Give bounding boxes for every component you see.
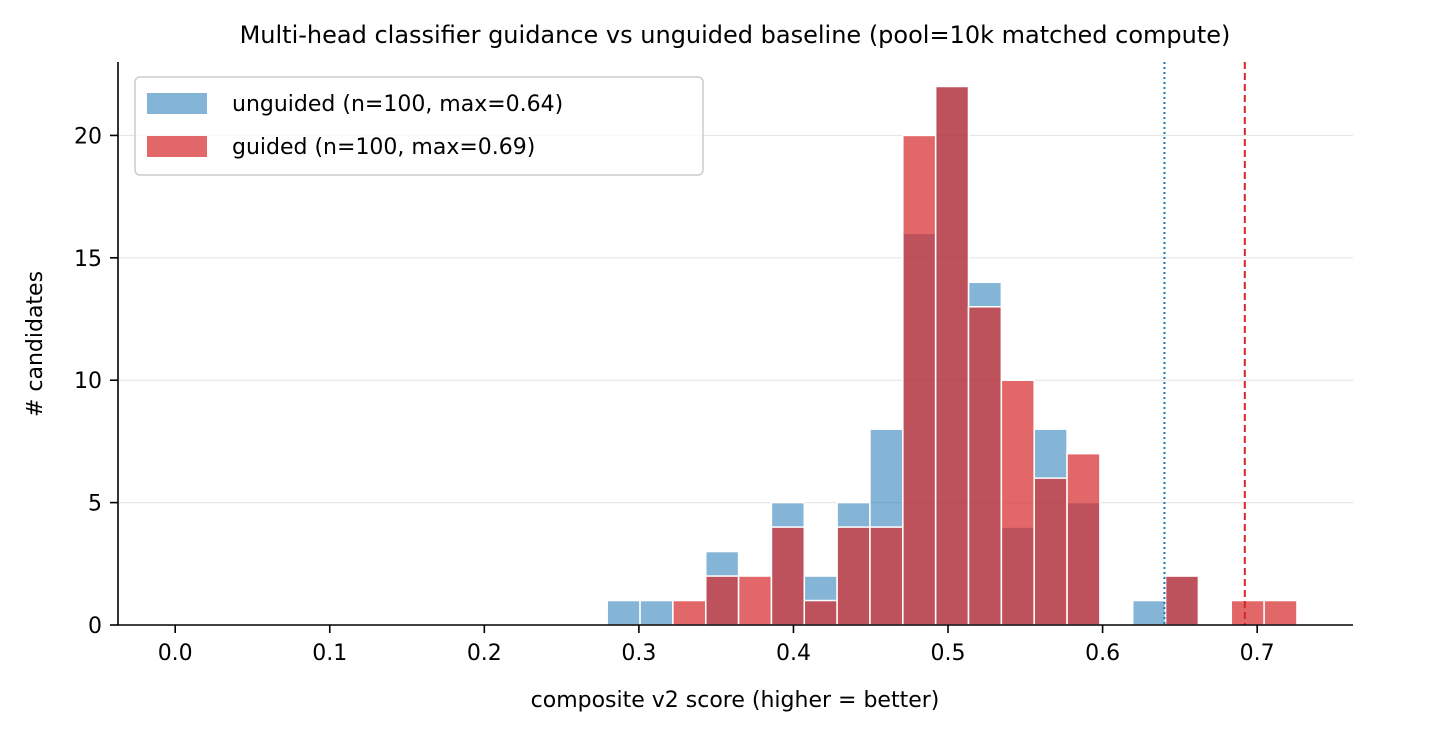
guided-bar-12: [1000, 379, 1035, 626]
guided-bar-7: [836, 526, 871, 626]
guided-bar-19: [1230, 599, 1265, 626]
guided-bar-17: [1164, 575, 1200, 626]
guided-bar-13: [1033, 477, 1068, 626]
unguided-bar-1: [639, 599, 674, 626]
guided-bar-4: [737, 575, 773, 626]
chart-title: Multi-head classifier guidance vs unguid…: [240, 21, 1231, 49]
guided-bar-5: [770, 526, 806, 626]
legend-label-guided: guided (n=100, max=0.69): [232, 135, 535, 160]
histogram-bars: [606, 85, 1298, 626]
x-tick-label-6: 0.6: [1085, 641, 1120, 666]
legend: unguided (n=100, max=0.64) guided (n=100…: [134, 76, 704, 176]
x-tick-label-1: 0.1: [312, 641, 347, 666]
x-axis-ticks: 0.0 0.1 0.2 0.3 0.4 0.5 0.6 0.7: [158, 625, 1275, 666]
unguided-bar-16: [1131, 599, 1167, 626]
x-tick-label-7: 0.7: [1240, 641, 1275, 666]
y-tick-label-3: 15: [74, 247, 102, 272]
guided-bar-3: [704, 575, 740, 626]
legend-swatch-unguided: [147, 93, 207, 114]
legend-frame: [134, 76, 704, 176]
legend-swatch-guided: [147, 136, 207, 157]
x-tick-label-3: 0.3: [621, 641, 656, 666]
y-axis-title: # candidates: [23, 271, 48, 417]
guided-bar-8: [869, 526, 904, 626]
x-tick-label-0: 0.0: [158, 641, 193, 666]
unguided-bar-0: [606, 599, 641, 626]
guided-bar-6: [803, 599, 838, 626]
y-tick-label-2: 10: [74, 369, 102, 394]
axes: [117, 62, 1353, 626]
x-axis-title: composite v2 score (higher = better): [531, 688, 940, 713]
x-tick-label-4: 0.4: [776, 641, 811, 666]
guided-bar-9: [902, 134, 937, 626]
guided-bar-14: [1066, 452, 1101, 626]
y-tick-label-4: 20: [74, 124, 102, 149]
x-tick-label-2: 0.2: [467, 641, 502, 666]
x-tick-label-5: 0.5: [931, 641, 966, 666]
y-axis-ticks: 0 5 10 15 20: [74, 124, 118, 639]
grid-lines: [118, 134, 1353, 504]
guided-bar-2: [672, 599, 707, 626]
guided-bar-11: [967, 306, 1003, 626]
legend-label-unguided: unguided (n=100, max=0.64): [232, 92, 563, 117]
max-markers: [1163, 62, 1246, 625]
y-tick-label-0: 0: [88, 614, 102, 639]
y-tick-label-1: 5: [88, 492, 102, 517]
guided-bar-10: [934, 85, 970, 626]
guided-bar-20: [1263, 599, 1298, 626]
